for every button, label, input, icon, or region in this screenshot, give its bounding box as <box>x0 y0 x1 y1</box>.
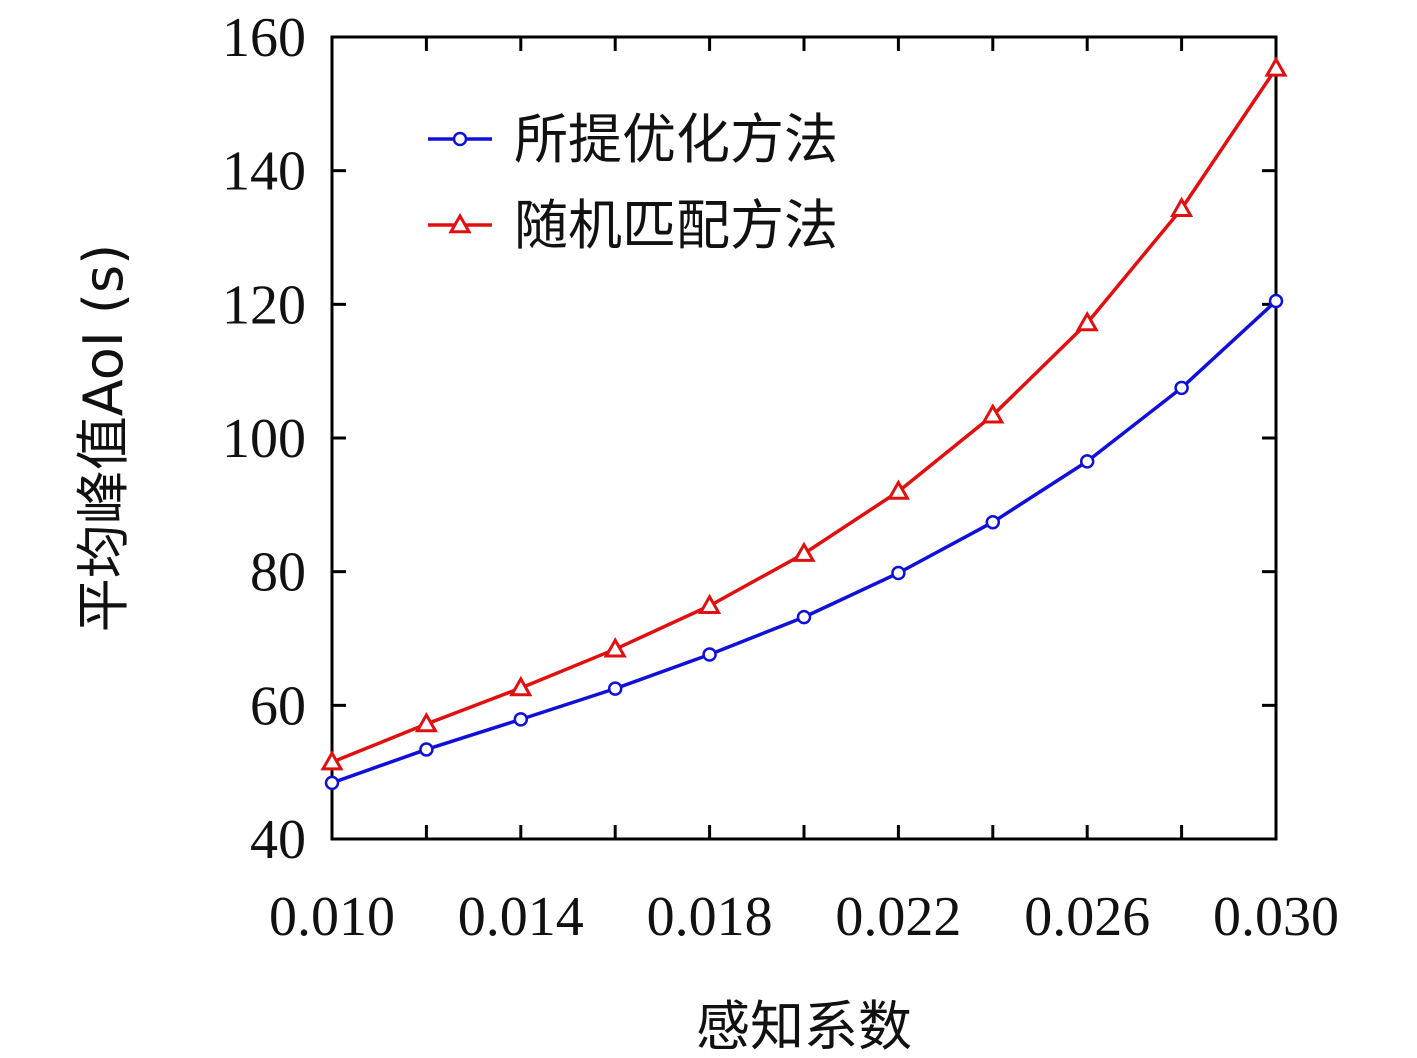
y-tick-label: 100 <box>222 408 306 470</box>
data-point <box>1079 454 1095 469</box>
y-tick-label: 140 <box>222 141 306 203</box>
data-point <box>414 712 438 733</box>
data-point <box>698 593 722 615</box>
data-point <box>886 479 910 500</box>
legend-item-1: 随机匹配方法 <box>428 194 838 257</box>
data-point <box>603 637 627 658</box>
series-0 <box>324 293 1284 791</box>
x-axis-title: 感知系数 <box>696 995 912 1058</box>
data-point <box>509 675 533 697</box>
data-point <box>796 609 812 625</box>
legend-marker <box>448 212 472 234</box>
data-point <box>981 403 1005 424</box>
x-axis-ticks: 0.010 0.014 0.018 0.022 0.026 0.030 <box>269 37 1339 948</box>
y-axis-ticks: 40 60 80 100 120 140 160 <box>222 7 1276 871</box>
legend-item-0: 所提优化方法 <box>428 108 838 171</box>
x-tick-label: 0.010 <box>269 886 395 948</box>
data-point <box>607 681 623 696</box>
series-layer <box>320 56 1288 791</box>
series-1 <box>320 56 1288 771</box>
y-tick-label: 80 <box>250 542 306 604</box>
data-point <box>324 775 340 791</box>
data-point <box>792 541 816 562</box>
data-point <box>985 514 1001 530</box>
legend-label: 随机匹配方法 <box>514 194 838 257</box>
x-tick-label: 0.030 <box>1213 886 1339 948</box>
data-point <box>513 712 529 727</box>
data-point <box>1075 311 1099 332</box>
x-tick-label: 0.026 <box>1024 886 1150 948</box>
legend-marker <box>452 131 468 147</box>
y-tick-label: 120 <box>222 274 306 336</box>
y-tick-label: 60 <box>250 675 306 737</box>
data-point <box>419 742 434 757</box>
legend-label: 所提优化方法 <box>514 108 838 171</box>
data-point <box>1174 380 1189 396</box>
x-tick-label: 0.014 <box>458 886 584 948</box>
series-line <box>331 67 1278 764</box>
y-axis-title: 平均峰值AoI (s) <box>72 244 135 632</box>
data-point <box>320 750 344 771</box>
data-point <box>1170 196 1194 218</box>
y-tick-label: 160 <box>222 7 306 69</box>
data-point <box>1268 293 1284 309</box>
data-point <box>702 647 717 662</box>
data-point <box>891 565 906 581</box>
data-point <box>1264 56 1288 77</box>
x-tick-label: 0.022 <box>835 886 961 948</box>
y-tick-label: 40 <box>250 809 306 871</box>
x-tick-label: 0.018 <box>647 886 773 948</box>
